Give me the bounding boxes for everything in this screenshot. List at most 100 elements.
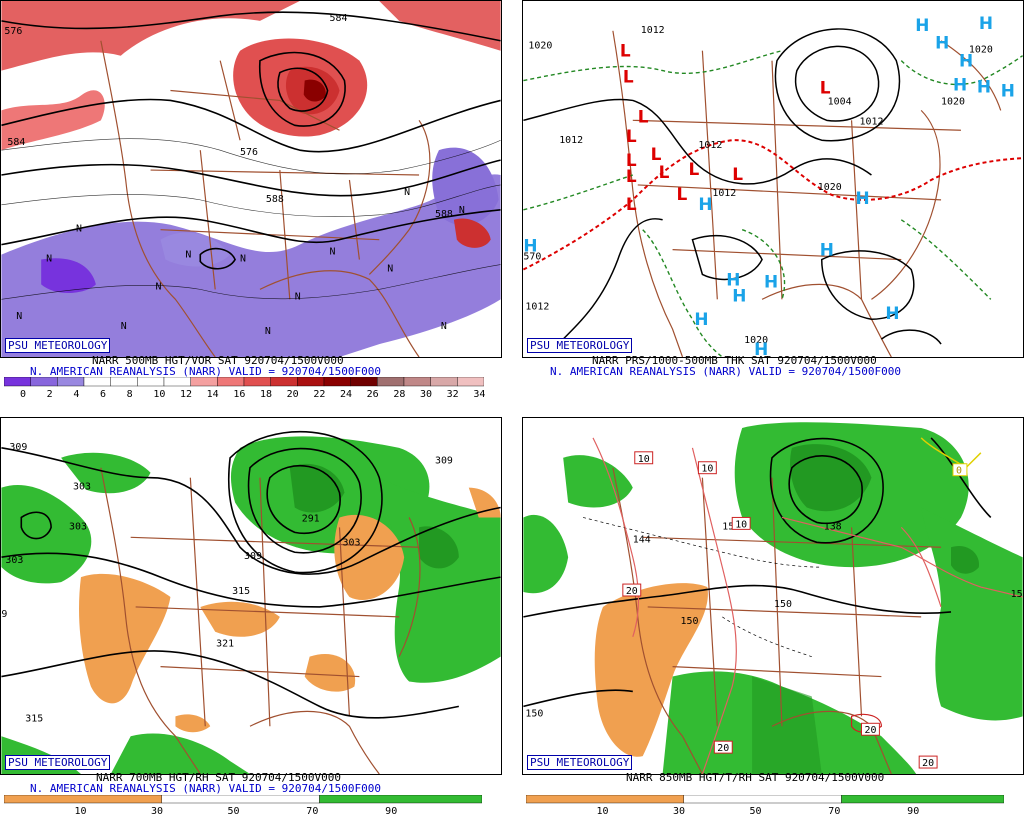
- vorticity-colorbar-labels: 0 2 4 6 8 10 12 14 16 18 20 22 24 26 28 30 32 34: [4, 389, 486, 401]
- colorbar-swatch: [161, 795, 320, 804]
- colorbar-swatch: [350, 377, 378, 387]
- low-pressure-marker: L: [626, 166, 637, 186]
- colorbar-tick-label: 30: [420, 389, 433, 400]
- panel-700mb-humidity: 309 303 303 309 291 303 309 315 321 315 …: [0, 417, 502, 819]
- contour-label: 303: [69, 521, 87, 532]
- contour-label: 138: [824, 521, 842, 532]
- thickness-label: 570: [523, 252, 541, 263]
- colorbar-tick-label: 10: [596, 806, 609, 817]
- colorbar-tick-label: 70: [306, 806, 319, 817]
- isobar-label: 1012: [525, 301, 549, 312]
- colorbar-tick-label: 32: [446, 389, 459, 400]
- psu-credit: PSU METEOROLOGY: [527, 338, 633, 353]
- colorbar-swatch: [377, 377, 405, 387]
- temperature-label: 20: [864, 725, 876, 736]
- vort-min-mark: N: [459, 205, 465, 216]
- high-pressure-marker: H: [732, 285, 746, 305]
- panel-subcaption: N. AMERICAN REANALYSIS (NARR) VALID = 92…: [30, 782, 381, 795]
- isobar-label: 1012: [712, 188, 736, 199]
- temperature-850mb-map: 144 150 138 150 150 150 15 10 10 20 20 2…: [522, 417, 1024, 775]
- humidity-700mb-map: 309 303 303 309 291 303 309 315 321 315 …: [0, 417, 502, 775]
- colorbar-tick-label: 0: [20, 389, 27, 400]
- colorbar-swatch: [83, 377, 111, 387]
- colorbar-tick-label: 10: [153, 389, 166, 400]
- high-pressure-marker: H: [1001, 80, 1015, 100]
- colorbar-tick-label: 2: [46, 389, 53, 400]
- colorbar-tick-label: 24: [340, 389, 353, 400]
- humidity-colorbar: [526, 795, 1004, 804]
- contour-label: 15: [1011, 589, 1023, 600]
- vort-min-mark: N: [330, 247, 336, 258]
- contour-label: 576: [240, 147, 258, 158]
- temperature-label: 20: [922, 758, 934, 769]
- colorbar-tick-label: 20: [286, 389, 299, 400]
- colorbar-tick-label: 18: [260, 389, 273, 400]
- humidity-colorbar-labels: 10 30 50 70 90: [526, 806, 1004, 818]
- vort-min-mark: N: [121, 321, 127, 332]
- vorticity-map: 576 584 576 588 588 584 N N N N N N N N …: [0, 0, 502, 358]
- panel-caption: NARR PRS/1000-500MB THK SAT 920704/1500V…: [592, 354, 877, 367]
- isobar-label: 1020: [528, 41, 552, 52]
- contour-label: 150: [681, 616, 699, 627]
- panel-subcaption: N. AMERICAN REANALYSIS (NARR) VALID = 92…: [30, 365, 381, 378]
- colorbar-swatch: [297, 377, 325, 387]
- temperature-label: 20: [626, 586, 638, 597]
- contour-label: 315: [25, 713, 43, 724]
- high-pressure-marker: H: [953, 74, 967, 94]
- colorbar-swatch: [163, 377, 191, 387]
- high-pressure-marker: H: [856, 188, 870, 208]
- colorbar-swatch: [323, 377, 351, 387]
- pressure-map: 1020 1012 1012 1004 1012 1012 1020 1012 …: [522, 0, 1024, 358]
- colorbar-swatch: [403, 377, 431, 387]
- panel-sea-level-pressure: 1020 1012 1012 1004 1012 1012 1020 1012 …: [522, 0, 1024, 402]
- colorbar-swatch: [30, 377, 58, 387]
- vort-min-mark: N: [295, 291, 301, 302]
- high-pressure-marker: H: [979, 13, 993, 33]
- high-pressure-marker: H: [885, 303, 899, 323]
- high-pressure-marker: H: [977, 76, 991, 96]
- contour-label: 309: [9, 442, 27, 453]
- colorbar-swatch: [57, 377, 85, 387]
- isobar-label: 1012: [860, 116, 884, 127]
- colorbar-tick-label: 26: [366, 389, 379, 400]
- colorbar-tick-label: 4: [73, 389, 80, 400]
- colorbar-swatch: [841, 795, 1004, 804]
- psu-credit: PSU METEOROLOGY: [5, 338, 111, 353]
- temperature-label: 10: [638, 454, 650, 465]
- colorbar-tick-label: 28: [393, 389, 406, 400]
- colorbar-tick-label: 34: [473, 389, 486, 400]
- high-pressure-marker: H: [698, 194, 712, 214]
- vort-min-mark: N: [404, 187, 410, 198]
- panel-caption: NARR 500MB HGT/VOR SAT 920704/1500V000: [92, 354, 344, 367]
- low-pressure-marker: L: [688, 159, 699, 179]
- contour-label: 309: [435, 456, 453, 467]
- high-pressure-marker: H: [726, 269, 740, 289]
- colorbar-swatch: [319, 795, 482, 804]
- high-pressure-marker: H: [820, 240, 834, 260]
- humidity-colorbar-labels: 10 30 50 70 90: [4, 806, 482, 818]
- colorbar-tick-label: 10: [74, 806, 87, 817]
- psu-credit: PSU METEOROLOGY: [5, 755, 111, 770]
- contour-label: 576: [4, 26, 22, 37]
- low-pressure-marker: L: [677, 184, 688, 204]
- high-pressure-marker: H: [694, 309, 708, 329]
- high-pressure-marker: H: [959, 51, 973, 71]
- colorbar-swatch: [457, 377, 484, 387]
- colorbar-swatch: [190, 377, 218, 387]
- isobar-label: 1012: [559, 135, 583, 146]
- low-pressure-marker: L: [626, 194, 637, 214]
- colorbar-swatch: [4, 795, 162, 804]
- temperature-label: 10: [701, 464, 713, 475]
- vort-min-mark: N: [265, 326, 271, 337]
- low-pressure-marker: L: [620, 41, 631, 61]
- low-pressure-marker: L: [626, 150, 637, 170]
- colorbar-tick-label: 90: [907, 806, 920, 817]
- contour-label: 144: [633, 534, 651, 545]
- contour-label: 584: [7, 137, 25, 148]
- vort-min-mark: N: [16, 311, 22, 322]
- vort-min-mark: N: [240, 254, 246, 265]
- colorbar-swatch: [683, 795, 842, 804]
- colorbar-tick-label: 16: [233, 389, 246, 400]
- panel-850mb-temperature: 144 150 138 150 150 150 15 10 10 20 20 2…: [522, 417, 1024, 819]
- contour-label: 588: [266, 194, 284, 205]
